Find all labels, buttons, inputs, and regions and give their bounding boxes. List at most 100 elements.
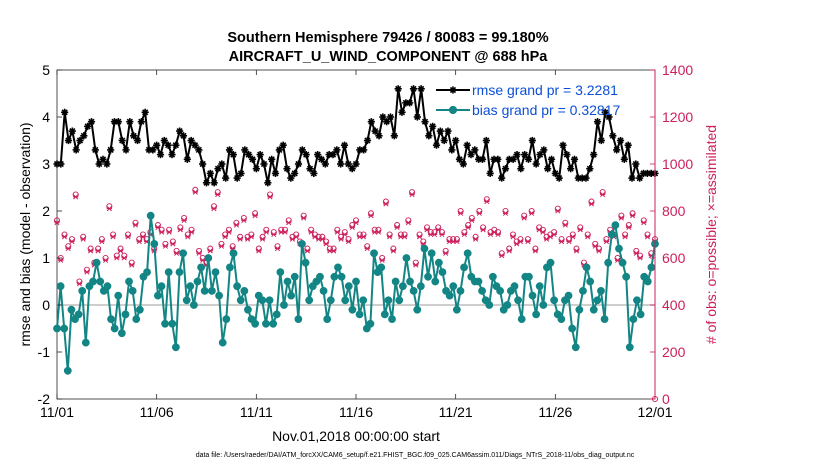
rmse-point-stroke <box>529 137 536 144</box>
rmse-point <box>620 155 628 163</box>
obs-assimilated-point <box>308 229 314 235</box>
rmse-point <box>632 160 640 168</box>
y-axis-label-left: rmse and bias (model - observation) <box>17 122 33 346</box>
obs-assimilated-point <box>618 215 625 221</box>
rmse-point <box>559 141 567 149</box>
rmse-point <box>256 151 264 159</box>
obs-assimilated-point <box>162 243 169 249</box>
rmse-point-stroke <box>230 151 237 158</box>
bias-point <box>488 272 497 281</box>
obs-assimilated-point <box>177 227 183 233</box>
rmse-point <box>237 169 245 177</box>
rmse-point-stroke <box>544 165 551 172</box>
y-right-tick-label: 200 <box>662 344 686 360</box>
rmse-point-stroke <box>525 156 532 163</box>
rmse-point <box>613 146 621 154</box>
rmse-point <box>455 155 464 163</box>
obs-assimilated-point <box>76 281 83 287</box>
bias-series <box>53 211 659 375</box>
rmse-point <box>436 127 444 135</box>
legend-rmse-marker <box>449 86 457 94</box>
rmse-point <box>141 108 149 116</box>
bias-point <box>586 277 595 286</box>
obs-assimilated-point <box>517 238 524 245</box>
rmse-point-stroke <box>65 137 72 144</box>
rmse-point-stroke <box>272 170 279 177</box>
rmse-point <box>329 151 337 159</box>
rmse-point-stroke <box>345 160 352 168</box>
rmse-point-stroke <box>165 142 172 149</box>
rmse-point-stroke <box>119 137 126 144</box>
bias-point <box>305 296 314 305</box>
rmse-point-stroke <box>122 146 130 154</box>
obs-assimilated-point <box>405 220 411 226</box>
rmse-point <box>524 155 533 163</box>
rmse-point-stroke <box>314 151 321 158</box>
obs-assimilated-point <box>622 234 628 240</box>
y-right-tick-label: 800 <box>662 203 686 219</box>
bias-point <box>398 282 407 291</box>
obs-assimilated-point <box>301 215 307 221</box>
rmse-point-stroke <box>280 142 287 149</box>
rmse-point-stroke <box>383 118 390 125</box>
obs-assimilated-point <box>121 255 127 261</box>
rmse-point-stroke <box>268 156 275 163</box>
bias-point <box>633 296 641 305</box>
chart-title: Southern Hemisphere 79426 / 80083 = 99.1… <box>227 30 548 46</box>
rmse-point <box>360 146 368 154</box>
bias-point <box>359 296 368 305</box>
rmse-point <box>72 146 80 154</box>
obs-assimilated-point <box>286 220 292 226</box>
bias-point <box>452 305 461 314</box>
bias-point <box>150 240 159 248</box>
rmse-point-stroke <box>245 151 252 158</box>
rmse-point <box>413 113 421 121</box>
bias-point <box>316 272 324 281</box>
chart-subtitle: AIRCRAFT_U_WIND_COMPONENT @ 688 hPa <box>229 49 549 65</box>
obs-assimilated-point <box>375 229 382 235</box>
rmse-point-stroke <box>636 174 643 182</box>
rmse-point <box>467 151 475 159</box>
bias-point <box>568 324 577 333</box>
rmse-point-stroke <box>138 118 145 125</box>
rmse-point-stroke <box>207 170 214 177</box>
rmse-point <box>103 160 111 168</box>
rmse-point-stroke <box>199 160 206 168</box>
obs-assimilated-point <box>570 234 576 240</box>
rmse-point <box>149 146 157 154</box>
bias-point <box>460 263 468 272</box>
rmse-point-stroke <box>548 156 555 163</box>
rmse-point <box>563 151 571 159</box>
rmse-point-stroke <box>375 132 383 139</box>
bias-point <box>211 268 220 277</box>
rmse-point <box>248 155 257 163</box>
rmse-point <box>590 151 598 159</box>
bias-point <box>121 310 130 319</box>
bias-point <box>251 319 260 328</box>
bias-point <box>67 305 76 314</box>
obs-assimilated-point <box>626 224 632 231</box>
x-tick-label: 11/16 <box>339 404 373 420</box>
rmse-point <box>348 165 356 173</box>
obs-assimilated-point <box>386 234 393 240</box>
bias-point <box>240 287 249 295</box>
bias-point <box>161 319 169 328</box>
rmse-point <box>164 141 172 149</box>
rmse-point-stroke <box>483 137 490 144</box>
obs-assimilated-point <box>256 248 262 254</box>
obs-assimilated-point <box>484 199 490 205</box>
bias-point <box>431 277 440 286</box>
rmse-point-stroke <box>80 132 87 139</box>
obs-assimilated-point <box>435 227 441 233</box>
rmse-point <box>394 85 402 93</box>
obs-assimilated-point <box>461 231 468 238</box>
rmse-point-stroke <box>513 151 521 158</box>
rmse-point-stroke <box>364 137 371 144</box>
bias-point <box>582 263 591 272</box>
y-right-tick-label: 1200 <box>662 109 693 125</box>
obs-assimilated-point <box>188 229 195 235</box>
y-axis-left: -2 -1 0 1 2 3 4 5 <box>38 62 62 407</box>
rmse-point-stroke <box>418 85 425 92</box>
obs-assimilated-point <box>61 234 68 240</box>
y-left-tick-label: 1 <box>42 250 50 266</box>
